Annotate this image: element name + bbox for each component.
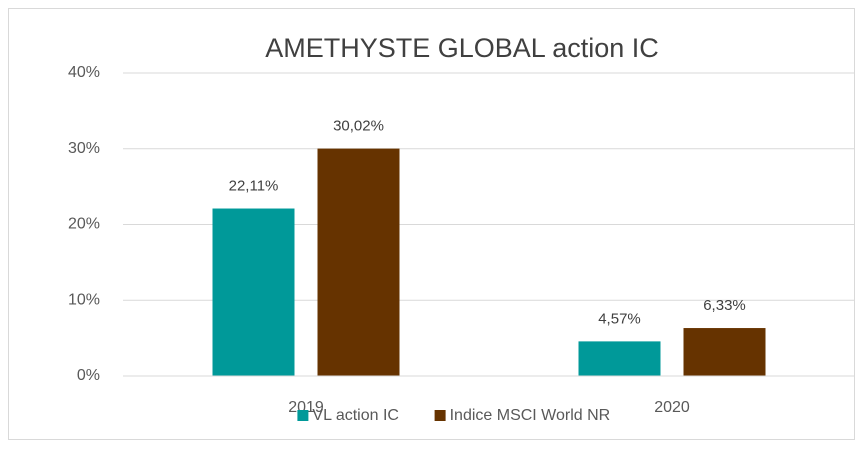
x-tick-label: 2019 [288, 399, 324, 416]
legend-label: Indice MSCI World NR [450, 407, 611, 424]
y-tick-label: 10% [68, 291, 100, 308]
legend-label: VL action IC [312, 407, 399, 424]
y-tick-label: 30% [68, 140, 100, 157]
value-label: 22,11% [229, 177, 279, 194]
x-tick-label: 2020 [654, 399, 690, 416]
y-tick-label: 40% [68, 64, 100, 81]
bar [317, 148, 400, 376]
value-label: 30,02% [333, 118, 384, 135]
value-label: 4,57% [598, 310, 641, 327]
bar [578, 341, 661, 376]
value-label: 6,33% [703, 297, 746, 314]
y-tick-label: 20% [68, 216, 100, 233]
y-tick-label: 0% [77, 367, 100, 384]
legend-swatch [297, 410, 309, 421]
chart-title: AMETHYSTE GLOBAL action IC [265, 33, 659, 63]
bar [683, 328, 766, 376]
bar [212, 208, 295, 376]
legend-swatch [434, 410, 446, 421]
